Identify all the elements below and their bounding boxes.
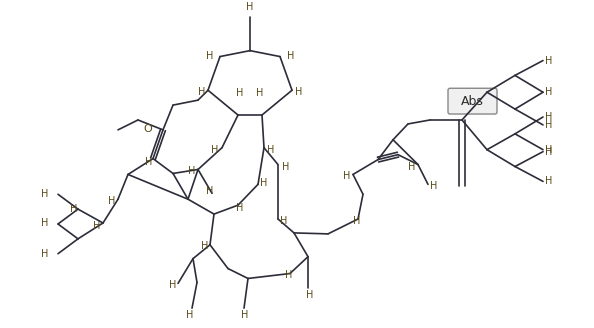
Text: H: H (40, 218, 48, 228)
Text: H: H (93, 221, 100, 231)
Text: H: H (247, 2, 254, 12)
Text: H: H (267, 145, 274, 155)
Text: H: H (241, 310, 249, 320)
Text: H: H (307, 290, 314, 300)
Text: H: H (545, 147, 552, 157)
Text: H: H (343, 172, 350, 181)
Text: H: H (545, 87, 552, 97)
Text: H: H (287, 51, 295, 61)
Text: O: O (144, 124, 153, 134)
Text: H: H (206, 51, 213, 61)
Text: H: H (211, 145, 218, 155)
Text: H: H (108, 196, 115, 206)
Text: H: H (260, 178, 267, 188)
Text: H: H (201, 241, 208, 251)
Text: H: H (236, 88, 244, 98)
Text: H: H (545, 55, 552, 66)
Text: H: H (198, 87, 205, 97)
Text: H: H (353, 216, 360, 226)
Text: H: H (282, 161, 289, 172)
Text: H: H (206, 186, 213, 196)
Text: H: H (236, 203, 244, 213)
Text: H: H (545, 120, 552, 130)
Text: H: H (285, 270, 292, 279)
Text: H: H (40, 249, 48, 259)
Text: H: H (407, 161, 415, 172)
Text: H: H (69, 204, 77, 214)
Text: H: H (545, 112, 552, 122)
Text: H: H (40, 189, 48, 199)
Text: H: H (144, 156, 152, 167)
Text: H: H (257, 88, 264, 98)
Text: H: H (280, 216, 287, 226)
Text: Abs: Abs (461, 95, 484, 108)
Text: H: H (188, 167, 195, 176)
Text: H: H (545, 145, 552, 155)
Text: H: H (545, 176, 552, 186)
Text: H: H (430, 181, 437, 191)
FancyBboxPatch shape (448, 88, 497, 114)
Text: H: H (295, 87, 302, 97)
Text: H: H (169, 280, 176, 290)
Text: H: H (187, 310, 194, 320)
